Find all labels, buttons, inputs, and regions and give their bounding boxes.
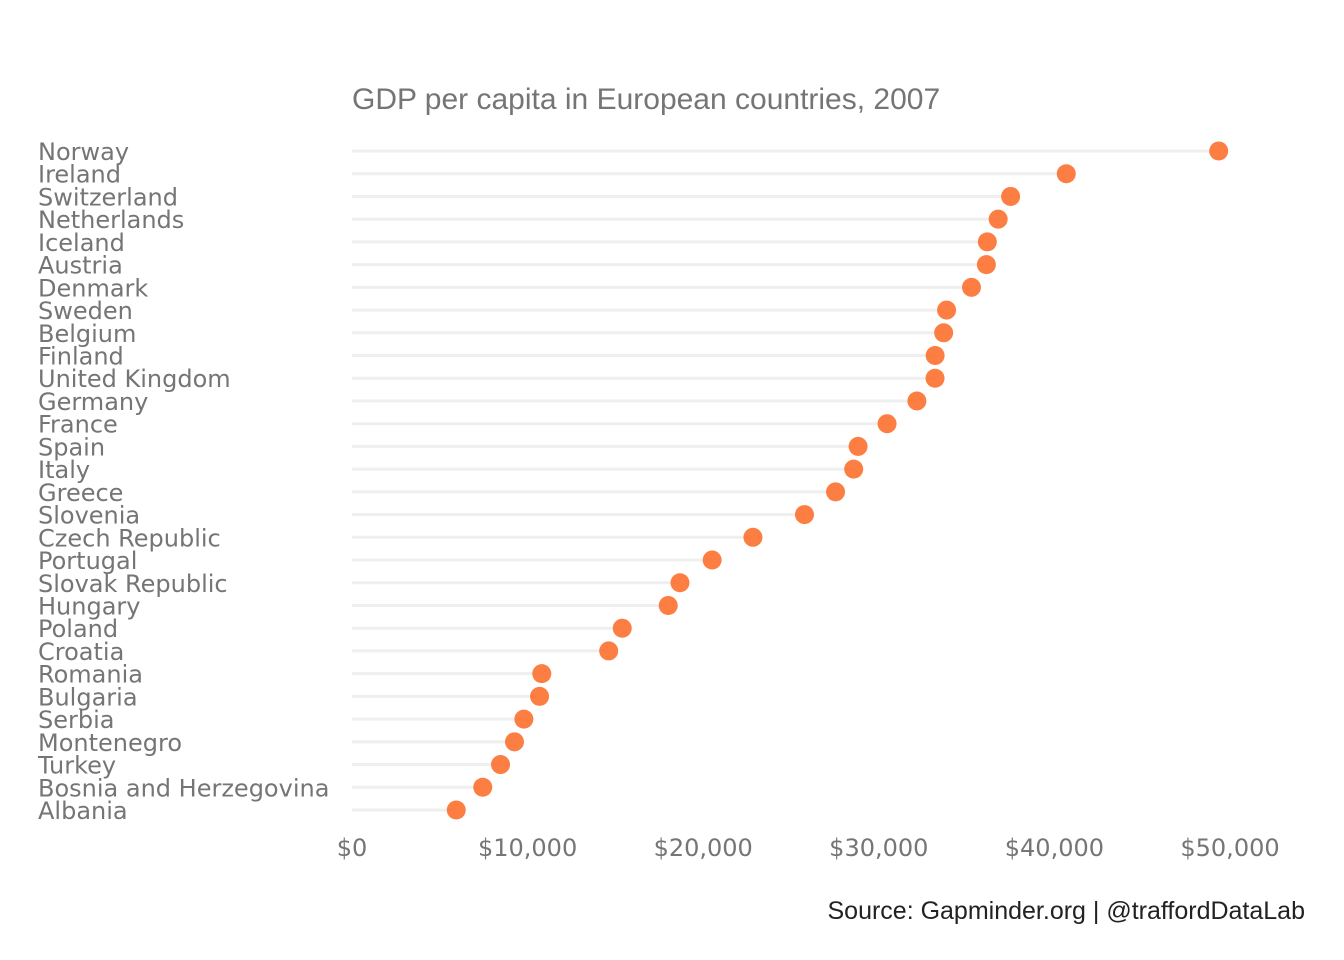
data-point-poland [612,618,632,638]
data-point-finland [925,346,945,366]
chart-rows: NorwayIrelandSwitzerlandNetherlandsIcela… [37,138,1229,825]
category-label-montenegro: Montenegro [38,729,182,757]
data-point-austria [976,255,996,275]
category-label-slovak-republic: Slovak Republic [38,570,228,598]
x-tick-label-10000: $10,000 [478,834,577,862]
data-point-bulgaria [530,686,550,706]
data-point-netherlands [988,209,1008,229]
category-label-croatia: Croatia [38,638,124,666]
category-label-slovenia: Slovenia [38,502,140,530]
data-point-italy [844,459,864,479]
category-label-serbia: Serbia [38,706,114,734]
data-point-albania [446,800,466,820]
x-tick-label-50000: $50,000 [1180,834,1279,862]
category-label-belgium: Belgium [38,320,136,348]
data-point-slovak-republic [670,573,690,593]
data-point-norway [1209,141,1229,161]
category-label-united-kingdom: United Kingdom [38,365,231,393]
data-point-switzerland [1001,186,1021,206]
data-point-turkey [491,755,511,775]
data-point-united-kingdom [925,368,945,388]
category-label-albania: Albania [38,797,128,825]
data-point-sweden [937,300,957,320]
data-point-czech-republic [743,527,763,547]
category-label-denmark: Denmark [38,274,148,302]
data-point-croatia [599,641,619,661]
x-axis-ticks: $0 $10,000 $20,000 $30,000 $40,000 $50,000 [337,834,1280,862]
category-label-italy: Italy [38,456,90,484]
data-point-denmark [961,277,981,297]
x-tick-label-0: $0 [337,834,368,862]
category-label-switzerland: Switzerland [38,183,178,211]
chart-title: GDP per capita in European countries, 20… [352,83,940,116]
category-label-bosnia-and-herzegovina: Bosnia and Herzegovina [38,774,329,802]
category-label-spain: Spain [38,433,105,461]
data-point-ireland [1056,164,1076,184]
category-label-netherlands: Netherlands [38,206,184,234]
category-label-france: France [38,411,118,439]
data-point-greece [826,482,846,502]
data-point-bosnia-and-herzegovina [473,777,493,797]
category-label-austria: Austria [38,252,123,280]
data-point-iceland [977,232,997,252]
data-point-spain [848,436,868,456]
category-label-germany: Germany [38,388,148,416]
category-label-ireland: Ireland [38,161,121,189]
data-point-serbia [514,709,534,729]
data-point-germany [907,391,927,411]
chart-caption: Source: Gapminder.org | @traffordDataLab [827,897,1305,925]
category-label-iceland: Iceland [38,229,125,257]
x-tick-label-40000: $40,000 [1005,834,1104,862]
category-label-portugal: Portugal [38,547,137,575]
category-label-greece: Greece [38,479,123,507]
data-point-hungary [658,595,678,615]
category-label-norway: Norway [38,138,129,166]
data-point-slovenia [794,505,814,525]
category-label-czech-republic: Czech Republic [38,524,221,552]
data-point-montenegro [505,732,525,752]
data-point-romania [532,664,552,684]
category-label-hungary: Hungary [38,592,140,620]
category-label-poland: Poland [38,615,118,643]
category-label-finland: Finland [38,343,124,371]
data-point-france [877,414,897,434]
x-tick-label-20000: $20,000 [654,834,753,862]
category-label-bulgaria: Bulgaria [38,683,138,711]
category-label-romania: Romania [38,661,143,689]
data-point-portugal [702,550,722,570]
data-point-belgium [934,323,954,343]
category-label-turkey: Turkey [37,752,116,780]
x-tick-label-30000: $30,000 [829,834,928,862]
category-label-sweden: Sweden [38,297,133,325]
